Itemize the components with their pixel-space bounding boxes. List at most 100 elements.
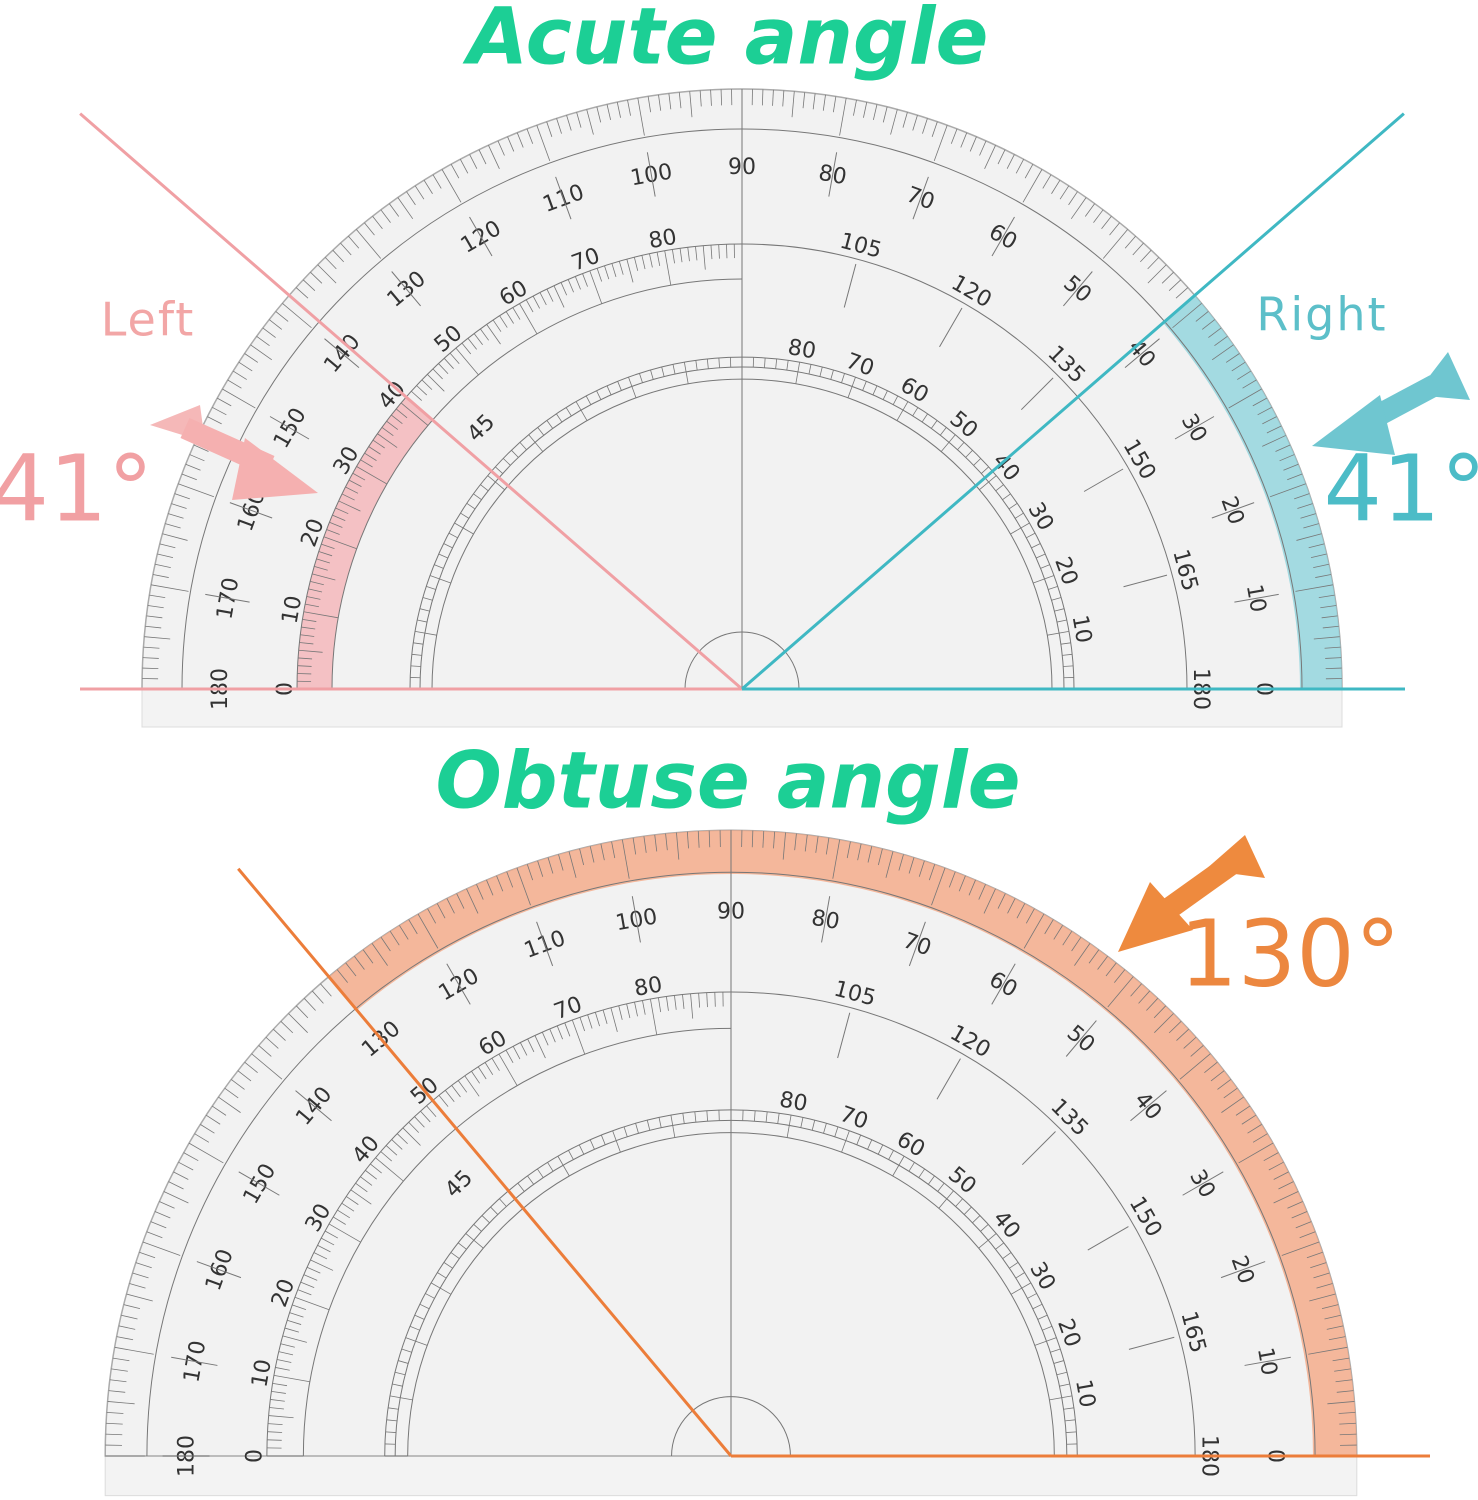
middle-ring-arc (302, 1027, 732, 1457)
graduation (690, 993, 694, 1019)
graduation (710, 89, 712, 106)
graduation (1010, 522, 1030, 535)
obtuse-arrow (1118, 835, 1265, 952)
middle-ring-arc (331, 278, 743, 690)
graduation (1338, 1411, 1356, 1414)
graduation (908, 1162, 915, 1172)
graduation (280, 1020, 294, 1034)
graduation (256, 336, 270, 347)
graduation (1161, 271, 1174, 284)
graduation (567, 279, 574, 293)
graduation (1093, 209, 1104, 223)
graduation (671, 249, 675, 264)
graduation (276, 1359, 292, 1363)
graduation (1051, 597, 1062, 601)
graduation (1339, 1422, 1356, 1425)
graduation (983, 888, 996, 914)
graduation (1074, 943, 1091, 966)
graduation (1295, 1221, 1312, 1229)
graduation (939, 427, 947, 436)
graduation (1042, 174, 1052, 189)
graduation (189, 454, 205, 462)
graduation (867, 1139, 873, 1150)
graduation (718, 357, 720, 368)
graduation (571, 1019, 586, 1055)
graduation (298, 649, 323, 653)
graduation (1107, 976, 1134, 1008)
graduation (782, 90, 785, 107)
graduation (1054, 608, 1065, 612)
graduation (902, 112, 908, 128)
graduation (1102, 229, 1128, 259)
graduation (664, 250, 672, 286)
graduation (434, 564, 444, 569)
graduation (1268, 1161, 1284, 1171)
scale-tick (1211, 502, 1255, 519)
graduation (312, 573, 336, 581)
graduation (406, 191, 416, 206)
graduation (1278, 1181, 1294, 1190)
graduation (332, 249, 345, 263)
graduation (414, 1314, 425, 1320)
graduation (300, 634, 315, 637)
graduation (808, 364, 812, 375)
graduation (922, 118, 928, 134)
graduation (1263, 1152, 1279, 1162)
right-arrow (1312, 352, 1470, 455)
graduation (222, 388, 256, 409)
scale-tick (821, 896, 831, 943)
graduation (594, 1012, 600, 1027)
graduation (1321, 1304, 1339, 1310)
graduation (336, 969, 348, 983)
graduation (1262, 435, 1286, 447)
graduation (626, 259, 634, 283)
graduation (775, 358, 778, 369)
graduation (596, 390, 602, 400)
arrow-head (1118, 882, 1193, 952)
graduation (918, 860, 925, 877)
graduation (114, 1346, 154, 1355)
scale-tick (843, 263, 857, 308)
graduation (1050, 1348, 1061, 1353)
graduation (392, 1383, 403, 1387)
scale-label: 10 (278, 594, 307, 626)
graduation (317, 1244, 331, 1253)
graduation (839, 98, 847, 136)
scale-tick (1182, 1171, 1224, 1196)
graduation (168, 513, 184, 519)
graduation (697, 831, 700, 848)
scale-tick (1174, 416, 1215, 440)
graduation (414, 1116, 425, 1128)
graduation (457, 1242, 467, 1250)
graduation (1071, 936, 1082, 952)
graduation (822, 94, 826, 111)
graduation (395, 408, 408, 419)
graduation (611, 263, 617, 277)
graduation (142, 1241, 181, 1256)
graduation (350, 1189, 372, 1205)
scale-tick (1063, 271, 1093, 307)
graduation (394, 1371, 406, 1376)
graduation (147, 605, 164, 609)
graduation (1217, 1079, 1232, 1090)
graduation (1315, 574, 1332, 578)
graduation (1105, 962, 1117, 977)
graduation (421, 379, 433, 390)
graduation (496, 875, 504, 892)
graduation (978, 1233, 997, 1249)
graduation (425, 1293, 435, 1299)
graduation (687, 247, 690, 262)
acute-title: Acute angle (462, 0, 989, 82)
graduation (1146, 998, 1159, 1011)
graduation (1201, 319, 1216, 330)
graduation (275, 1367, 290, 1371)
graduation (108, 1390, 126, 1393)
graduation (1044, 919, 1054, 935)
graduation (292, 1304, 307, 1311)
graduation (1334, 1368, 1351, 1372)
graduation (1008, 503, 1018, 510)
graduation (321, 1237, 335, 1246)
graduation (227, 379, 242, 389)
graduation (317, 264, 337, 284)
